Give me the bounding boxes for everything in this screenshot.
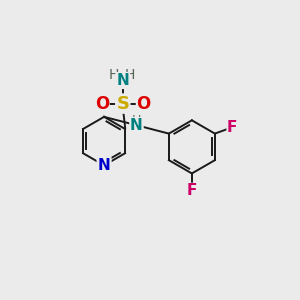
Text: H: H — [109, 68, 119, 83]
Text: N: N — [98, 158, 110, 173]
Text: O: O — [136, 94, 151, 112]
Text: F: F — [187, 183, 197, 198]
Text: S: S — [116, 94, 129, 112]
Text: F: F — [227, 120, 237, 135]
Text: O: O — [95, 94, 109, 112]
Text: N: N — [130, 118, 143, 133]
Text: N: N — [116, 73, 129, 88]
Text: H: H — [125, 68, 135, 83]
Text: H: H — [132, 114, 141, 127]
